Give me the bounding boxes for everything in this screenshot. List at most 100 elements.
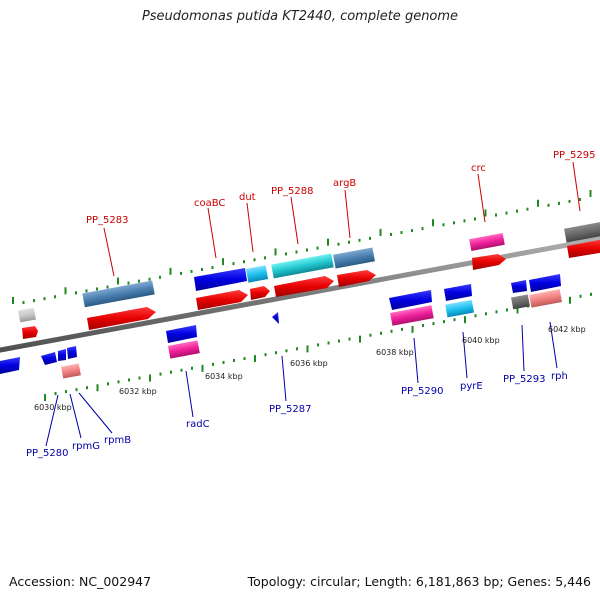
- gene-label: coaBC: [194, 198, 225, 209]
- tick-mark: [54, 295, 56, 299]
- feature-salmon-rph: [529, 289, 563, 308]
- map-title: Pseudomonas putida KT2440, complete geno…: [141, 9, 459, 24]
- leader-pyre: [462, 331, 468, 379]
- leader-coabc: [207, 207, 217, 259]
- tick-mark: [348, 337, 351, 341]
- tick-mark: [117, 380, 120, 384]
- tick-mark: [337, 242, 340, 246]
- feature-blue-coabc: [194, 268, 247, 291]
- tick-mark: [569, 296, 571, 304]
- tick-mark: [421, 227, 424, 231]
- tick-mark: [75, 291, 77, 295]
- tick-mark: [516, 306, 519, 314]
- tick-mark: [516, 209, 518, 213]
- tick-mark: [589, 190, 592, 198]
- kbp-label: 6042 kbp: [548, 325, 586, 334]
- tick-mark: [317, 343, 319, 347]
- feature-red-arrow-1: [87, 307, 156, 330]
- tick-mark: [401, 327, 403, 331]
- tick-mark: [222, 258, 224, 266]
- gene-label: rph: [551, 371, 568, 382]
- tick-mark: [65, 390, 67, 394]
- tick-mark: [316, 246, 319, 250]
- tick-mark: [243, 357, 246, 361]
- tick-mark: [75, 388, 78, 392]
- gene-label: PP_5290: [401, 386, 444, 397]
- tick-mark: [327, 341, 330, 345]
- leader-pp5280: [45, 394, 59, 447]
- tick-mark: [107, 382, 109, 386]
- tick-mark: [505, 211, 508, 215]
- tick-mark: [484, 209, 487, 217]
- tick-mark: [43, 297, 46, 301]
- tick-mark: [432, 322, 435, 326]
- tick-mark: [169, 267, 172, 275]
- tick-mark: [22, 301, 25, 305]
- leader-pp5293: [521, 324, 525, 372]
- feature-salmon: [61, 363, 81, 379]
- backbone: [0, 236, 600, 353]
- gene-label: radC: [186, 419, 210, 430]
- tick-mark: [422, 323, 424, 327]
- tick-mark: [463, 219, 466, 223]
- tick-mark: [379, 228, 382, 236]
- tick-mark: [369, 333, 372, 337]
- tick-mark: [232, 262, 235, 266]
- feature-red-arrow-7: [567, 239, 600, 258]
- tick-mark: [579, 197, 581, 201]
- feature-gray-pp5293: [511, 294, 530, 310]
- top-strand-features: [18, 221, 600, 339]
- tick-mark: [495, 213, 497, 217]
- tick-mark: [390, 329, 393, 333]
- tick-mark: [495, 310, 498, 314]
- tick-mark: [254, 355, 256, 363]
- feature-red-arrow-5: [337, 270, 376, 287]
- tick-mark: [201, 267, 203, 271]
- tick-mark: [338, 339, 340, 343]
- tick-mark: [127, 281, 130, 285]
- gene-label: rpmB: [104, 435, 131, 446]
- tick-mark: [233, 358, 235, 362]
- kbp-label: 6030 kbp: [34, 403, 72, 412]
- tick-mark: [411, 325, 414, 333]
- tick-mark: [526, 207, 529, 211]
- feature-pink-pp5290: [390, 305, 434, 326]
- leader-pp5287: [281, 355, 287, 402]
- tick-mark: [33, 299, 35, 303]
- feature-pink-crc: [469, 233, 505, 251]
- tick-mark: [149, 374, 151, 382]
- feature-blue-radc: [166, 325, 197, 343]
- kbp-labels: 6030 kbp 6032 kbp 6034 kbp 6036 kbp 6038…: [34, 325, 586, 412]
- feature-red-arrow-2: [196, 290, 248, 310]
- tick-mark: [211, 266, 214, 270]
- tick-mark: [474, 217, 476, 221]
- gene-labels-bottom: PP_5280 rpmG rpmB radC PP_5287 PP_5290 p…: [26, 371, 568, 459]
- gene-label: argB: [333, 178, 356, 189]
- gene-label: PP_5280: [26, 448, 69, 459]
- feature-red-arrow-6: [472, 254, 506, 270]
- tick-mark: [148, 277, 151, 281]
- tick-mark: [191, 366, 193, 370]
- tick-mark: [96, 384, 99, 392]
- tick-mark: [275, 351, 277, 355]
- tick-mark: [159, 372, 162, 376]
- tick-mark: [180, 271, 182, 275]
- tick-mark: [128, 378, 130, 382]
- tick-mark: [443, 320, 445, 324]
- tick-mark: [222, 360, 225, 364]
- tick-mark: [264, 256, 266, 260]
- kbp-label: 6038 kbp: [376, 348, 414, 357]
- tick-mark: [485, 312, 487, 316]
- feature-gene-lightgray: [18, 307, 36, 323]
- tick-mark: [138, 279, 140, 283]
- feature-blue-pp5290: [389, 290, 432, 310]
- tick-mark: [464, 316, 466, 324]
- feature-steel-argb: [333, 247, 375, 269]
- tick-mark: [212, 362, 214, 366]
- tick-mark: [201, 364, 204, 372]
- feature-red-arrow-3: [250, 286, 270, 300]
- tick-mark: [296, 347, 298, 351]
- tick-mark: [285, 349, 288, 353]
- tick-mark: [306, 345, 309, 353]
